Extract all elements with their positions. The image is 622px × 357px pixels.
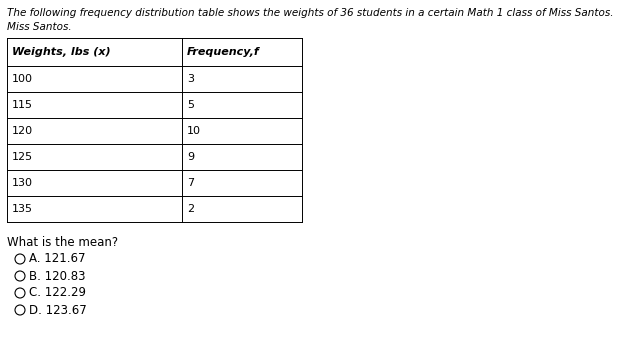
Text: 115: 115: [12, 100, 33, 110]
Text: D. 123.67: D. 123.67: [29, 303, 86, 317]
Text: 100: 100: [12, 74, 33, 84]
Text: The following frequency distribution table shows the weights of 36 students in a: The following frequency distribution tab…: [7, 8, 613, 18]
Text: A. 121.67: A. 121.67: [29, 252, 85, 266]
Text: 135: 135: [12, 204, 33, 214]
Text: 2: 2: [187, 204, 194, 214]
Text: 125: 125: [12, 152, 33, 162]
Text: 5: 5: [187, 100, 194, 110]
Text: 120: 120: [12, 126, 33, 136]
Text: Frequency,f: Frequency,f: [187, 47, 260, 57]
Text: 10: 10: [187, 126, 201, 136]
Text: C. 122.29: C. 122.29: [29, 287, 86, 300]
Text: Weights, lbs (x): Weights, lbs (x): [12, 47, 111, 57]
Text: 9: 9: [187, 152, 194, 162]
Text: 130: 130: [12, 178, 33, 188]
Text: What is the mean?: What is the mean?: [7, 236, 118, 249]
Text: 3: 3: [187, 74, 194, 84]
Text: 7: 7: [187, 178, 194, 188]
Text: Miss Santos.: Miss Santos.: [7, 22, 72, 32]
Text: B. 120.83: B. 120.83: [29, 270, 85, 282]
